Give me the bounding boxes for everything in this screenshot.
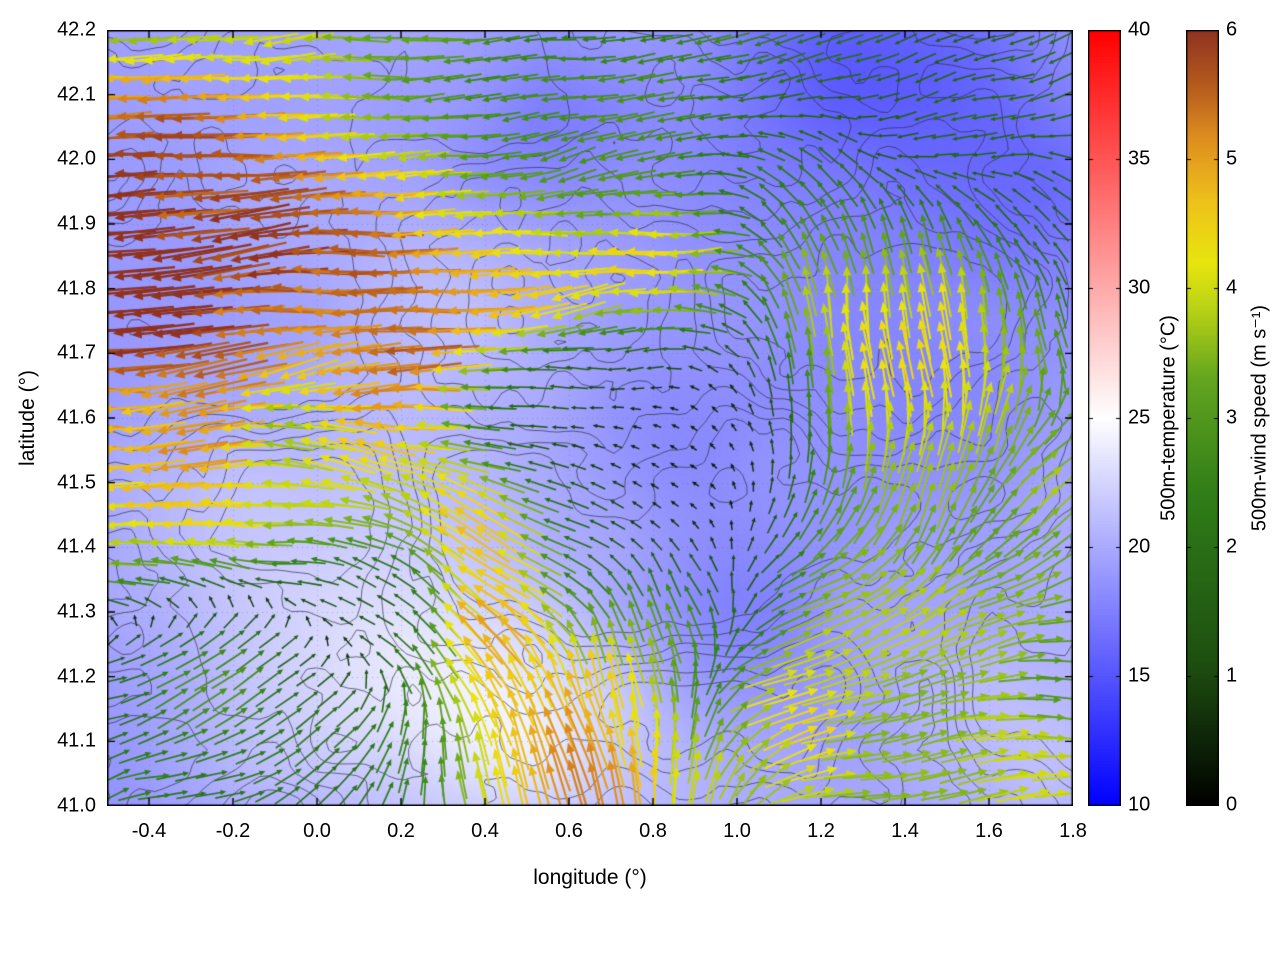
x-tick-label: 0.6 bbox=[555, 820, 583, 842]
y-tick-label: 41.2 bbox=[57, 665, 96, 688]
y-tick-label: 42.0 bbox=[57, 147, 96, 170]
wind-speed-colorbar-gradient bbox=[1186, 30, 1219, 806]
colorbar-tick-label: 25 bbox=[1128, 406, 1151, 428]
y-tick-label: 41.1 bbox=[57, 729, 96, 752]
x-tick-label: -0.4 bbox=[131, 820, 167, 842]
colorbar-tick-label: 5 bbox=[1226, 147, 1238, 170]
y-tick-label: 41.9 bbox=[57, 212, 96, 235]
x-tick-label: -0.2 bbox=[215, 820, 251, 842]
colorbar-tick-label: 0 bbox=[1226, 793, 1238, 816]
y-tick-label: 42.2 bbox=[57, 18, 96, 41]
wind-speed-colorbar-label: 500m-wind speed (m s⁻¹) bbox=[1248, 304, 1271, 532]
y-tick-label: 41.5 bbox=[57, 471, 96, 494]
x-tick-label: 1.6 bbox=[975, 820, 1003, 842]
colorbar-tick-label: 35 bbox=[1128, 147, 1151, 170]
y-tick-label: 41.0 bbox=[57, 794, 96, 817]
temperature-colorbar-gradient bbox=[1088, 30, 1121, 806]
x-tick-label: 0.4 bbox=[471, 820, 499, 842]
temperature-colorbar-label: 500m-temperature (°C) bbox=[1157, 315, 1180, 521]
colorbar-tick-label: 10 bbox=[1128, 793, 1151, 816]
y-tick-label: 41.3 bbox=[57, 600, 96, 623]
y-tick-label: 41.4 bbox=[57, 535, 96, 558]
x-tick-label: 0.8 bbox=[639, 820, 667, 842]
x-tick-label: 1.4 bbox=[891, 820, 919, 842]
x-tick-label: 0.2 bbox=[387, 820, 415, 842]
map-plot-area bbox=[107, 30, 1073, 806]
y-tick-label: 41.8 bbox=[57, 277, 96, 300]
colorbar-tick-label: 15 bbox=[1128, 664, 1151, 687]
colorbar-tick-label: 4 bbox=[1226, 276, 1238, 299]
x-tick-label: 0.0 bbox=[303, 820, 331, 842]
quiver-heatmap-canvas bbox=[107, 30, 1073, 806]
temperature-colorbar bbox=[1088, 30, 1121, 806]
colorbar-tick-label: 1 bbox=[1226, 664, 1238, 687]
x-axis-label: longitude (°) bbox=[533, 866, 647, 889]
y-tick-label: 41.6 bbox=[57, 406, 96, 429]
colorbar-tick-label: 40 bbox=[1128, 18, 1151, 41]
colorbar-tick-label: 3 bbox=[1226, 406, 1238, 428]
x-tick-label: 1.0 bbox=[723, 820, 751, 842]
x-tick-label: 1.2 bbox=[807, 820, 835, 842]
wind-speed-colorbar bbox=[1186, 30, 1219, 806]
colorbar-tick-label: 30 bbox=[1128, 276, 1151, 299]
y-tick-label: 41.7 bbox=[57, 341, 96, 364]
colorbar-tick-label: 2 bbox=[1226, 535, 1238, 558]
colorbar-tick-label: 6 bbox=[1226, 18, 1238, 41]
x-tick-label: 1.8 bbox=[1059, 820, 1087, 842]
y-tick-label: 42.1 bbox=[57, 83, 96, 106]
colorbar-tick-label: 20 bbox=[1128, 535, 1151, 558]
